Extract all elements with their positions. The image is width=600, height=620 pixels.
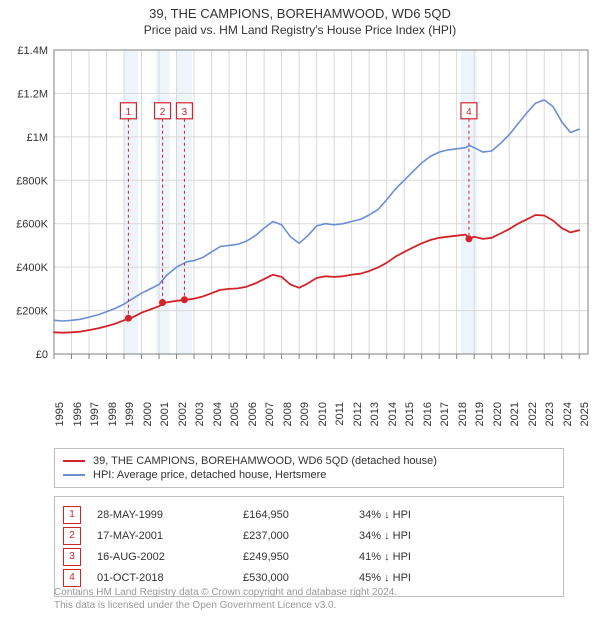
event-date: 01-OCT-2018: [97, 572, 237, 584]
legend-swatch: [63, 474, 85, 476]
event-price: £164,950: [243, 509, 353, 521]
x-tick-label: 1997: [89, 402, 101, 432]
svg-text:2: 2: [160, 107, 166, 118]
event-badge: 2: [63, 527, 81, 545]
attribution: Contains HM Land Registry data © Crown c…: [54, 586, 546, 612]
event-price: £249,950: [243, 551, 353, 563]
attribution-line2: This data is licensed under the Open Gov…: [54, 599, 546, 612]
x-tick-label: 2010: [317, 402, 329, 432]
event-delta: 45% ↓ HPI: [359, 572, 555, 584]
event-row: 4 01-OCT-2018 £530,000 45% ↓ HPI: [63, 569, 555, 587]
x-tick-label: 2004: [212, 402, 224, 432]
x-tick-label: 1995: [54, 402, 66, 432]
x-tick-label: 2016: [422, 402, 434, 432]
x-tick-label: 2011: [334, 402, 346, 432]
event-delta: 41% ↓ HPI: [359, 551, 555, 563]
chart-area: £0 £200K £400K £600K £800K £1M £1.2M £1.4M 1 2 3 4: [8, 44, 592, 394]
line-chart-svg: £0 £200K £400K £600K £800K £1M £1.2M £1.4M 1 2 3 4: [8, 44, 592, 394]
legend-box: 39, THE CAMPIONS, BOREHAMWOOD, WD6 5QD (…: [54, 448, 564, 488]
event-date: 16-AUG-2002: [97, 551, 237, 563]
event-badge: 4: [63, 569, 81, 587]
event-row: 2 17-MAY-2001 £237,000 34% ↓ HPI: [63, 527, 555, 545]
attribution-line1: Contains HM Land Registry data © Crown c…: [54, 586, 546, 599]
x-tick-label: 2025: [579, 402, 591, 432]
svg-text:1: 1: [126, 107, 132, 118]
x-tick-label: 2020: [492, 402, 504, 432]
svg-text:3: 3: [182, 107, 188, 118]
x-tick-label: 2018: [457, 402, 469, 432]
x-tick-label: 2006: [247, 402, 259, 432]
event-date: 17-MAY-2001: [97, 530, 237, 542]
event-price: £237,000: [243, 530, 353, 542]
svg-text:£1M: £1M: [27, 132, 48, 144]
chart-title: 39, THE CAMPIONS, BOREHAMWOOD, WD6 5QD: [0, 6, 600, 21]
x-tick-label: 2005: [229, 402, 241, 432]
chart-subtitle: Price paid vs. HM Land Registry's House …: [0, 23, 600, 37]
event-date: 28-MAY-1999: [97, 509, 237, 521]
event-delta: 34% ↓ HPI: [359, 509, 555, 521]
x-tick-label: 2023: [544, 402, 556, 432]
x-tick-label: 2009: [299, 402, 311, 432]
svg-text:£1.2M: £1.2M: [17, 88, 48, 100]
x-tick-label: 2003: [194, 402, 206, 432]
legend-label: HPI: Average price, detached house, Hert…: [93, 469, 326, 481]
svg-text:£800K: £800K: [16, 175, 48, 187]
x-tick-label: 2015: [404, 402, 416, 432]
legend-row: 39, THE CAMPIONS, BOREHAMWOOD, WD6 5QD (…: [63, 455, 555, 467]
svg-text:£400K: £400K: [16, 262, 48, 274]
x-tick-label: 2002: [177, 402, 189, 432]
event-badge: 3: [63, 548, 81, 566]
event-row: 1 28-MAY-1999 £164,950 34% ↓ HPI: [63, 506, 555, 524]
x-tick-label: 2014: [387, 402, 399, 432]
svg-text:£1.4M: £1.4M: [17, 45, 48, 57]
event-delta: 34% ↓ HPI: [359, 530, 555, 542]
x-tick-label: 2000: [142, 402, 154, 432]
x-tick-label: 2021: [509, 402, 521, 432]
titles: 39, THE CAMPIONS, BOREHAMWOOD, WD6 5QD P…: [0, 0, 600, 37]
x-tick-label: 2007: [264, 402, 276, 432]
x-tick-label: 2017: [439, 402, 451, 432]
svg-text:4: 4: [466, 107, 472, 118]
x-tick-label: 2024: [562, 402, 574, 432]
x-tick-label: 2012: [352, 402, 364, 432]
x-tick-label: 2022: [527, 402, 539, 432]
x-tick-label: 1996: [72, 402, 84, 432]
event-price: £530,000: [243, 572, 353, 584]
event-row: 3 16-AUG-2002 £249,950 41% ↓ HPI: [63, 548, 555, 566]
x-tick-label: 2013: [369, 402, 381, 432]
x-tick-label: 2019: [474, 402, 486, 432]
x-tick-label: 1998: [107, 402, 119, 432]
legend-label: 39, THE CAMPIONS, BOREHAMWOOD, WD6 5QD (…: [93, 455, 437, 467]
events-table: 1 28-MAY-1999 £164,950 34% ↓ HPI 2 17-MAY-200…: [54, 496, 564, 597]
event-badge: 1: [63, 506, 81, 524]
x-tick-label: 2008: [282, 402, 294, 432]
page-root: 39, THE CAMPIONS, BOREHAMWOOD, WD6 5QD P…: [0, 0, 600, 620]
x-tick-label: 1999: [124, 402, 136, 432]
legend-row: HPI: Average price, detached house, Hert…: [63, 469, 555, 481]
x-tick-label: 2001: [159, 402, 171, 432]
svg-text:£200K: £200K: [16, 306, 48, 318]
svg-text:£600K: £600K: [16, 219, 48, 231]
svg-text:£0: £0: [36, 349, 48, 361]
legend-swatch: [63, 460, 85, 462]
